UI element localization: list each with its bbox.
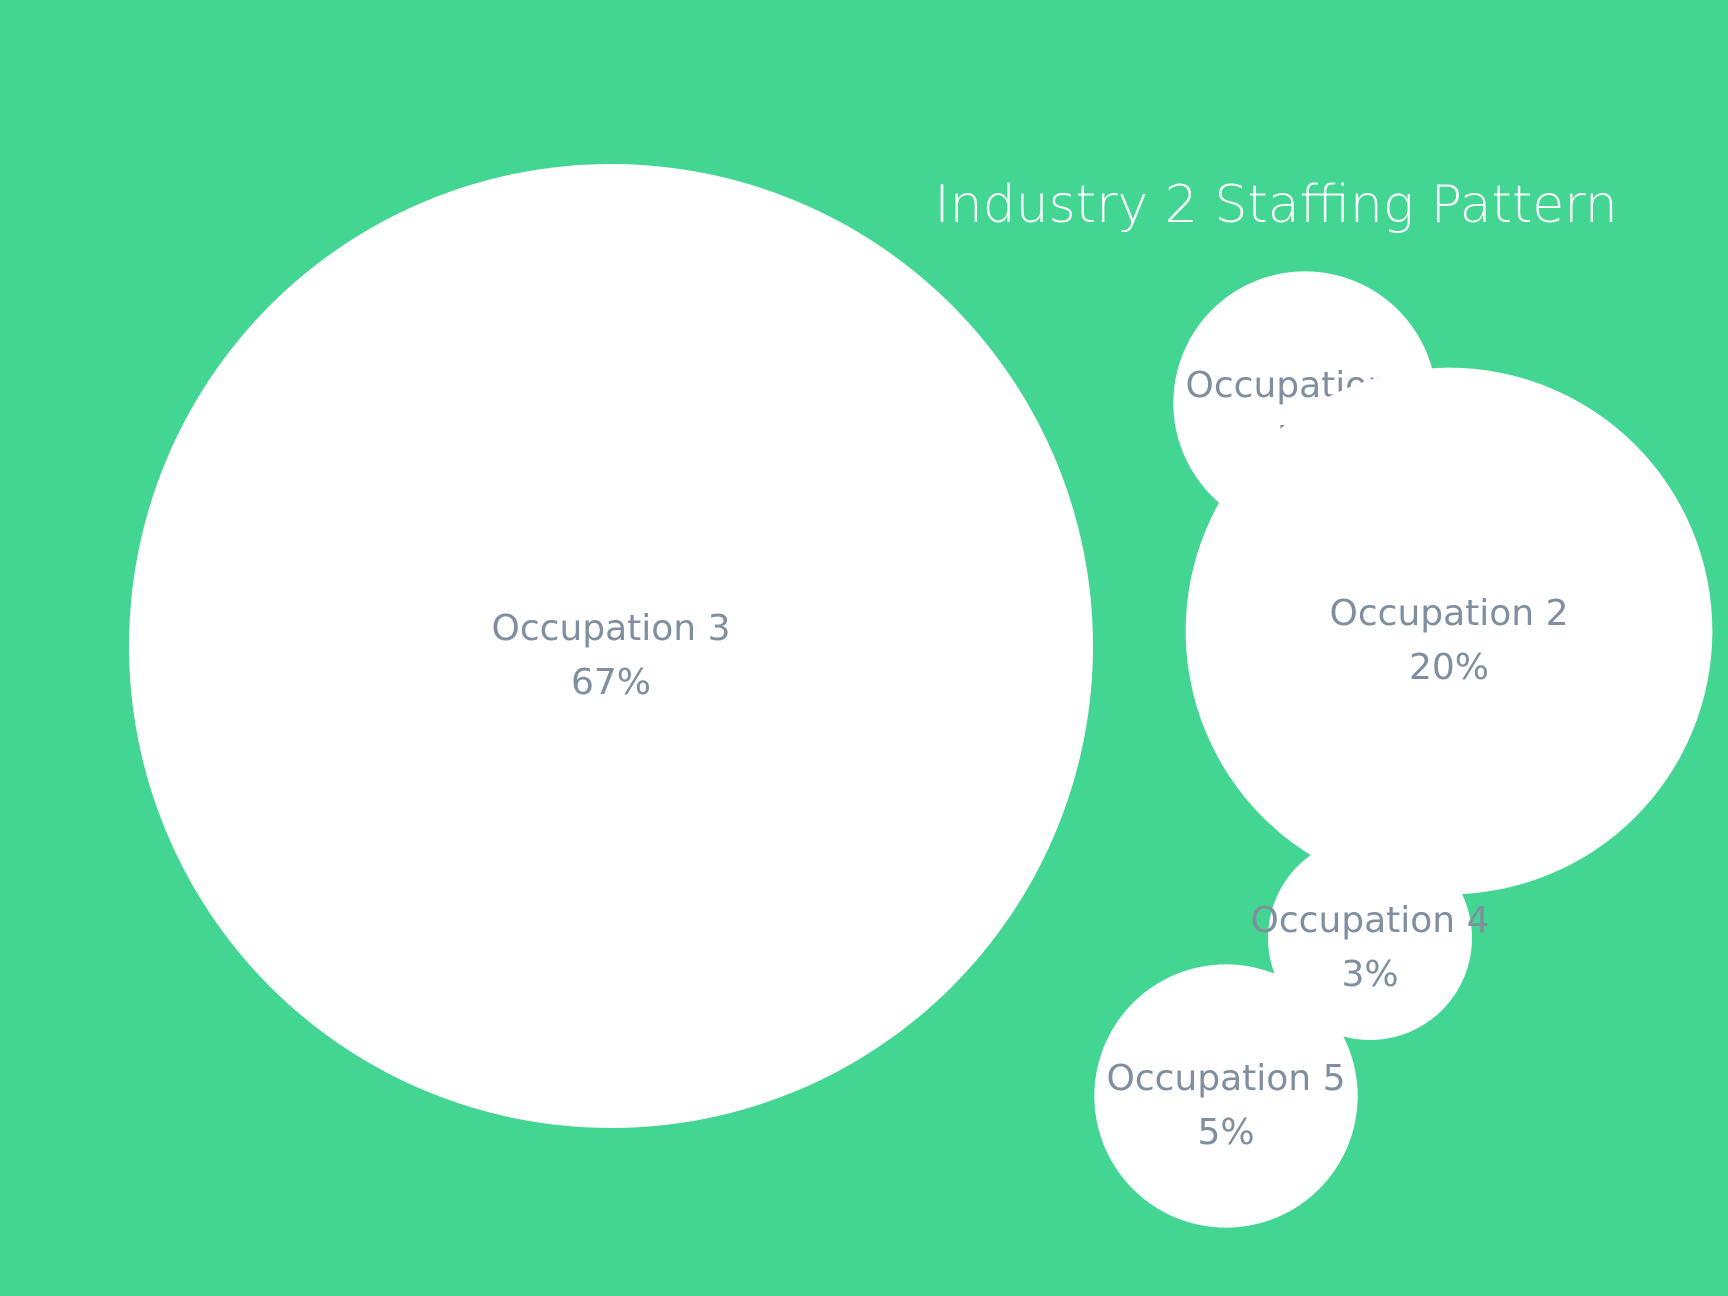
occupation-2-bubble [1185, 367, 1713, 895]
occupation-4-name-label: Occupation 4 [1251, 900, 1490, 941]
occupation-4-bubble [1268, 836, 1472, 1040]
chart-title: Industry 2 Staffing Pattern [934, 175, 1617, 235]
occupation-5-bubble [1094, 964, 1358, 1228]
occupation-3-name-label: Occupation 3 [492, 608, 731, 649]
bubbles-group: Occupation 15%Occupation 220%Occupation … [129, 164, 1713, 1228]
occupation-2-name-label: Occupation 2 [1330, 593, 1569, 634]
occupation-4-value-label: 3% [1341, 954, 1398, 995]
occupation-5-name-label: Occupation 5 [1107, 1058, 1346, 1099]
occupation-3-bubble [129, 164, 1093, 1128]
occupation-3-value-label: 67% [571, 662, 651, 703]
occupation-2-value-label: 20% [1409, 647, 1489, 688]
occupation-5-value-label: 5% [1197, 1112, 1254, 1153]
